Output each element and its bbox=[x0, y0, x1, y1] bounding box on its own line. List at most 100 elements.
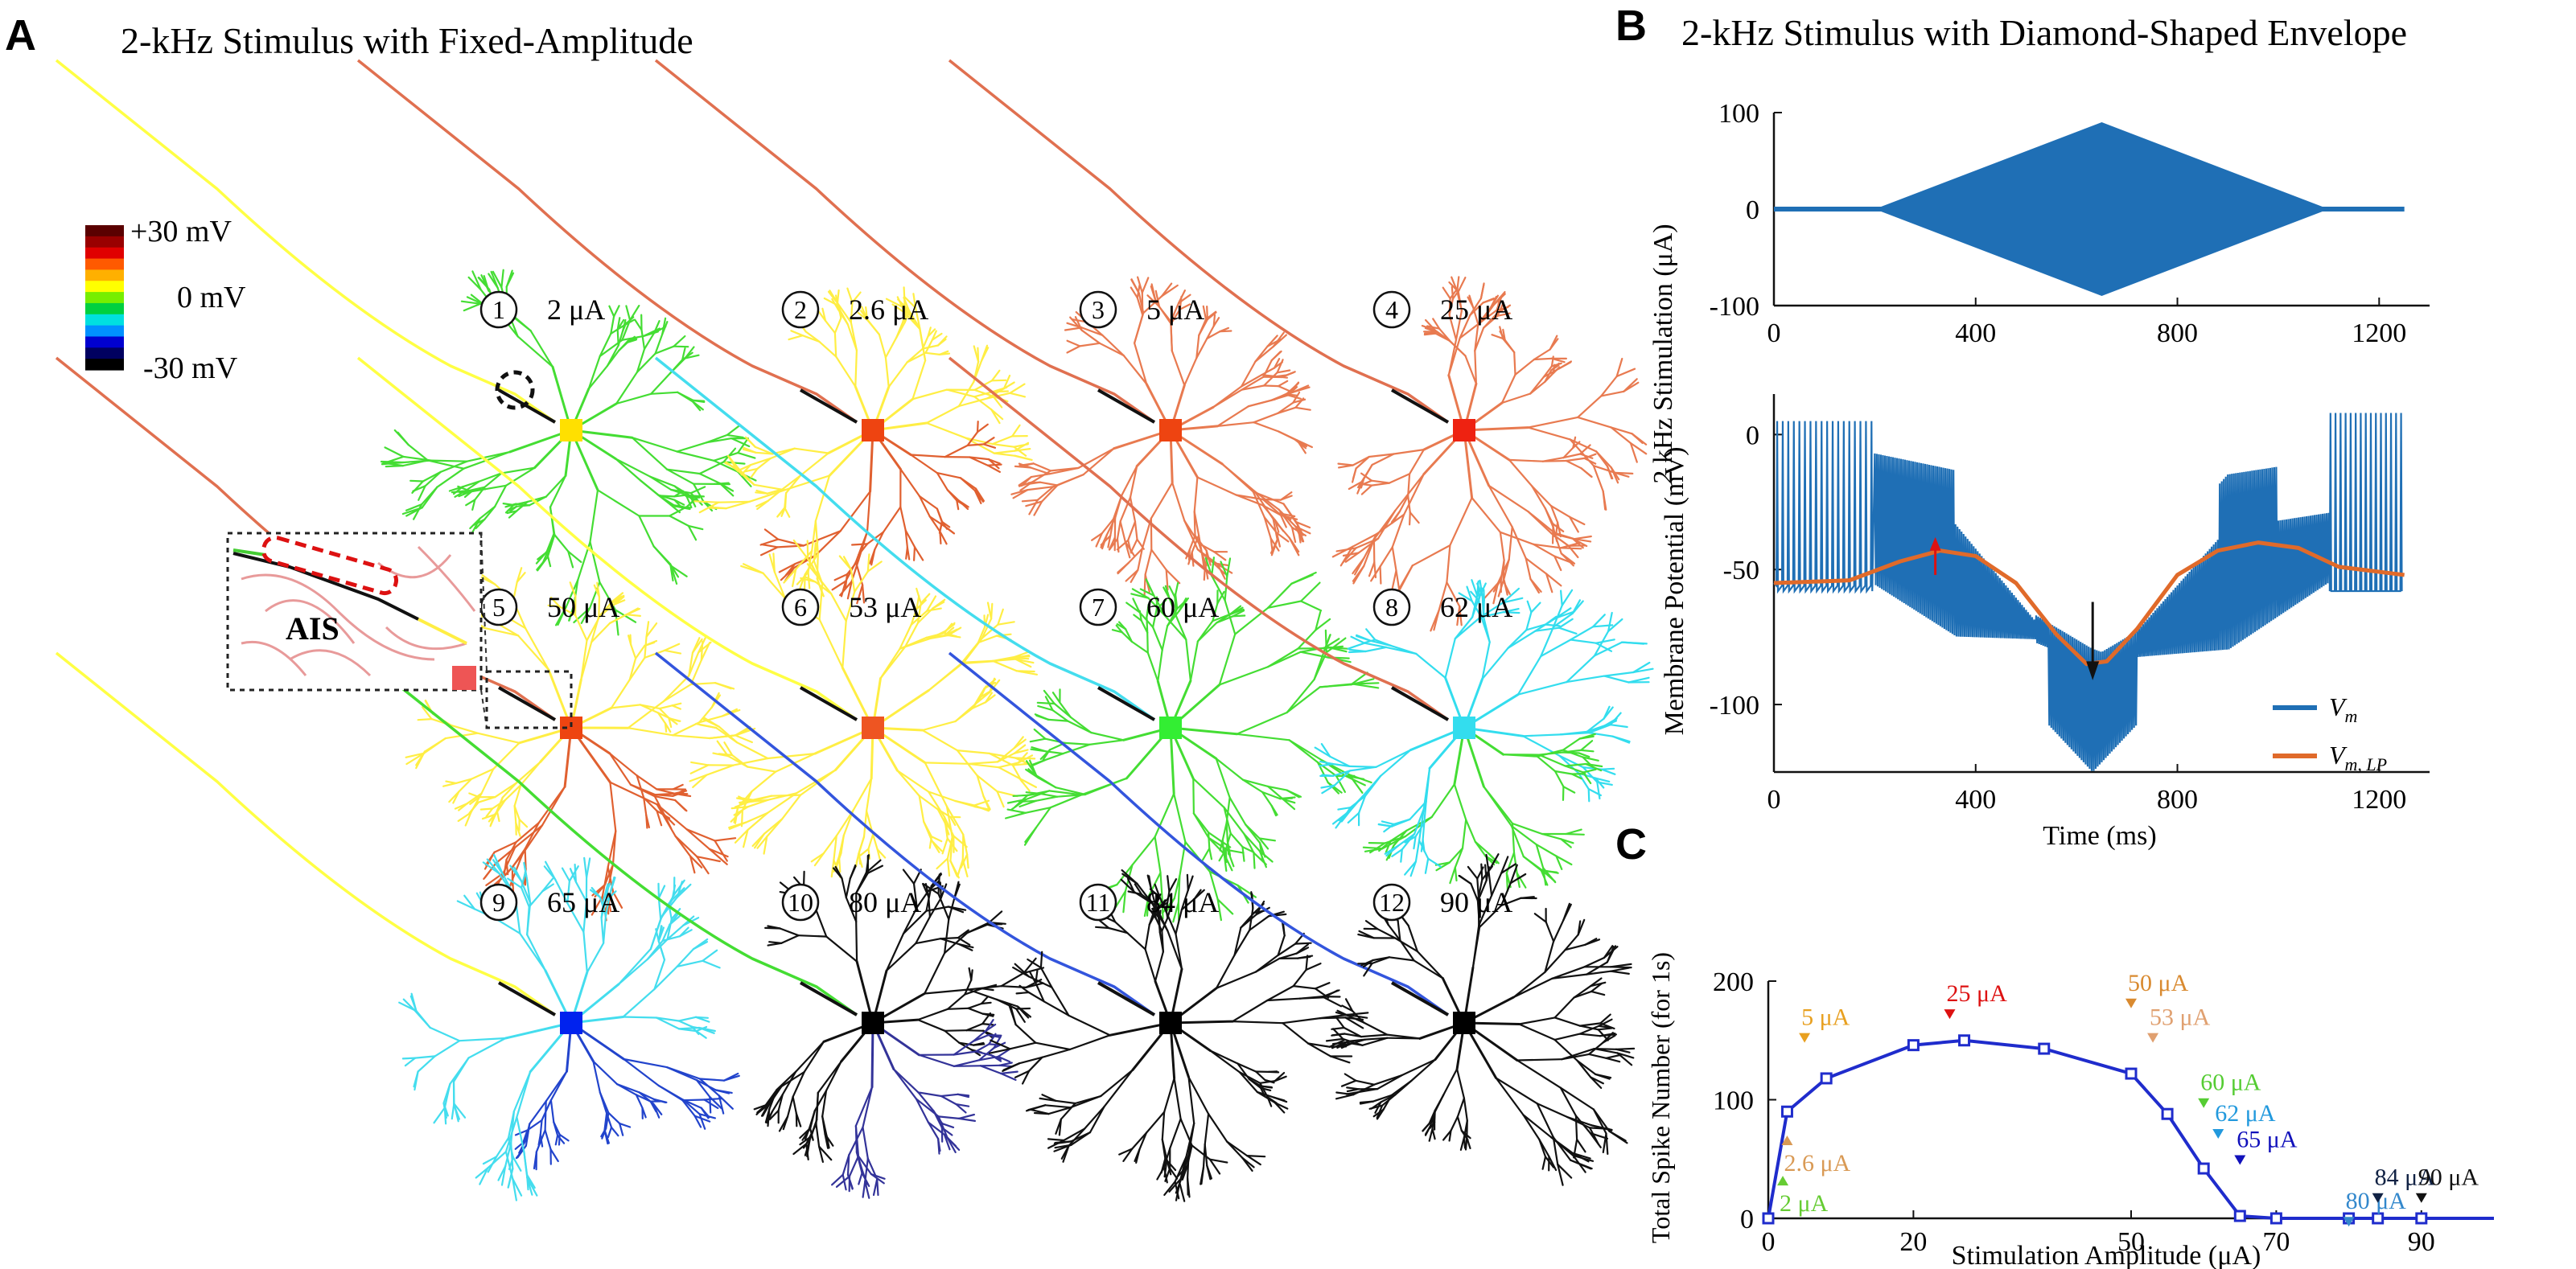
annotation-arrow bbox=[2234, 1155, 2246, 1165]
cell-amplitude: 53 μA bbox=[849, 591, 921, 623]
dendritic-arbor bbox=[689, 539, 1039, 879]
cell-number: 8 bbox=[1385, 593, 1398, 622]
spike-xlabel: Stimulation Amplitude (μA) bbox=[1952, 1241, 2261, 1269]
colorbar-segment bbox=[85, 325, 124, 338]
amplitude-annotation: 2.6 μA bbox=[1781, 1136, 1851, 1177]
annotation-label: 50 μA bbox=[2128, 970, 2189, 996]
soma bbox=[1453, 1012, 1475, 1034]
colorbar-segment bbox=[85, 236, 124, 248]
stimulus-xtick-label: 800 bbox=[2157, 318, 2198, 348]
membrane-xtick-label: 400 bbox=[1955, 785, 1996, 815]
annotation-label: 2.6 μA bbox=[1784, 1150, 1850, 1177]
cell-amplitude: 84 μA bbox=[1146, 886, 1219, 918]
amplitude-annotation: 50 μA bbox=[2125, 970, 2189, 1008]
spike-xtick-label: 70 bbox=[2262, 1227, 2290, 1257]
axon-initial-segment bbox=[498, 981, 556, 1016]
neuron-cell-9: 9 65 μA bbox=[55, 651, 740, 1201]
amplitude-annotation: 84 μA bbox=[2372, 1164, 2436, 1203]
axon bbox=[55, 59, 557, 424]
dendritic-arbor bbox=[1331, 276, 1648, 632]
neuron-cell-1: 1 2 μA bbox=[55, 59, 757, 636]
colorbar-segment bbox=[85, 258, 124, 270]
cell-number-circle bbox=[781, 290, 820, 329]
soma bbox=[1159, 419, 1182, 441]
stimulus-xtick-label: 0 bbox=[1767, 318, 1781, 348]
cell-number-circle bbox=[479, 883, 518, 922]
cell-number: 6 bbox=[794, 593, 807, 622]
colorbar-bottom-label: -30 mV bbox=[143, 351, 238, 385]
cell-number: 4 bbox=[1385, 295, 1398, 324]
amplitude-annotation: 2 μA bbox=[1777, 1176, 1829, 1217]
membrane-ytick-label: -100 bbox=[1710, 691, 1759, 721]
amplitude-annotation: 62 μA bbox=[2212, 1100, 2276, 1140]
amplitude-annotation: 90 μA bbox=[2415, 1164, 2479, 1203]
axon bbox=[356, 59, 858, 424]
membrane-ytick-label: 0 bbox=[1746, 421, 1759, 450]
axon-initial-segment bbox=[1097, 686, 1155, 721]
annotation-label: 84 μA bbox=[2375, 1164, 2436, 1191]
axon bbox=[948, 651, 1450, 1016]
colorbar-segment bbox=[85, 302, 124, 315]
cell-amplitude: 2 μA bbox=[547, 294, 605, 326]
cell-number: 7 bbox=[1092, 593, 1105, 622]
spike-xtick-label: 20 bbox=[1899, 1227, 1927, 1257]
axon bbox=[654, 651, 1156, 1016]
colorbar-segment bbox=[85, 314, 124, 326]
amplitude-annotation: 53 μA bbox=[2147, 1004, 2211, 1043]
axon-initial-segment bbox=[498, 686, 556, 721]
cell-number-circle bbox=[1079, 883, 1117, 922]
cell-number-circle bbox=[1079, 290, 1117, 329]
cell-amplitude: 65 μA bbox=[547, 886, 619, 918]
cell-number-circle bbox=[781, 588, 820, 626]
neuron-cell-2: 2 2.6 μA bbox=[356, 59, 1033, 605]
membrane-xtick-label: 0 bbox=[1767, 785, 1781, 815]
spike-data-point bbox=[1820, 1072, 1833, 1085]
annotation-arrow bbox=[1781, 1136, 1793, 1145]
ais-label: AIS bbox=[286, 610, 339, 647]
panel-b-letter: B bbox=[1615, 2, 1647, 50]
cell-amplitude: 5 μA bbox=[1146, 294, 1204, 326]
cell-amplitude: 62 μA bbox=[1440, 591, 1512, 623]
annotation-label: 5 μA bbox=[1801, 1004, 1850, 1031]
cell-number-circle bbox=[1372, 290, 1411, 329]
colorbar-segment bbox=[85, 269, 124, 281]
spike-data-point bbox=[1958, 1034, 1971, 1047]
colorbar-mid-label: 0 mV bbox=[177, 281, 246, 314]
colorbar-segment bbox=[85, 292, 124, 304]
vm-trace bbox=[1773, 413, 2403, 771]
ais-inset: AIS bbox=[226, 532, 573, 729]
soma bbox=[1159, 717, 1182, 739]
annotation-arrow bbox=[2147, 1033, 2159, 1043]
cell-amplitude: 50 μA bbox=[547, 591, 619, 623]
membrane-ylabel: Membrane Potential (mV) bbox=[1660, 447, 1689, 736]
spike-data-point bbox=[2038, 1042, 2051, 1055]
stimulus-envelope bbox=[1874, 122, 2329, 296]
axon bbox=[654, 59, 1156, 424]
annotation-label: 53 μA bbox=[2150, 1004, 2211, 1031]
annotation-label: 25 μA bbox=[1947, 980, 2008, 1007]
spike-count-chart: Total Spike Number (for 1s) Stimulation … bbox=[1646, 952, 2494, 1269]
stimulus-plot: 2 kHz Stimulation (μA) 100 0 -100 0 400 800 12… bbox=[1648, 99, 2430, 484]
spike-data-point bbox=[2415, 1212, 2428, 1225]
neuron-cell-4: 4 25 μA bbox=[948, 59, 1648, 632]
dendritic-arbor bbox=[380, 269, 757, 636]
colorbar: +30 mV 0 mV -30 mV bbox=[85, 215, 246, 385]
axon-initial-segment bbox=[800, 686, 858, 721]
annotation-label: 62 μA bbox=[2215, 1100, 2276, 1127]
axon-initial-segment bbox=[1391, 388, 1449, 424]
panel-b: B 2-kHz Stimulus with Diamond-Shaped Env… bbox=[1615, 2, 2430, 851]
stimulus-ytick-label: 100 bbox=[1718, 99, 1759, 129]
cell-number-circle bbox=[781, 883, 820, 922]
spike-ytick-label: 0 bbox=[1740, 1205, 1754, 1234]
spike-data-point bbox=[2233, 1209, 2246, 1222]
spike-data-point bbox=[1780, 1105, 1793, 1118]
spike-ytick-label: 200 bbox=[1713, 967, 1754, 997]
membrane-legend: Vm Vm, LP bbox=[2273, 692, 2387, 774]
spike-data-point bbox=[2161, 1107, 2174, 1120]
neuron-cell-7: 7 60 μA bbox=[654, 356, 1380, 923]
axon-initial-segment bbox=[1391, 686, 1449, 721]
colorbar-segment bbox=[85, 336, 124, 348]
panel-a-title: 2-kHz Stimulus with Fixed-Amplitude bbox=[121, 20, 693, 61]
spike-data-point bbox=[2125, 1067, 2138, 1080]
annotation-arrow bbox=[1777, 1176, 1789, 1186]
